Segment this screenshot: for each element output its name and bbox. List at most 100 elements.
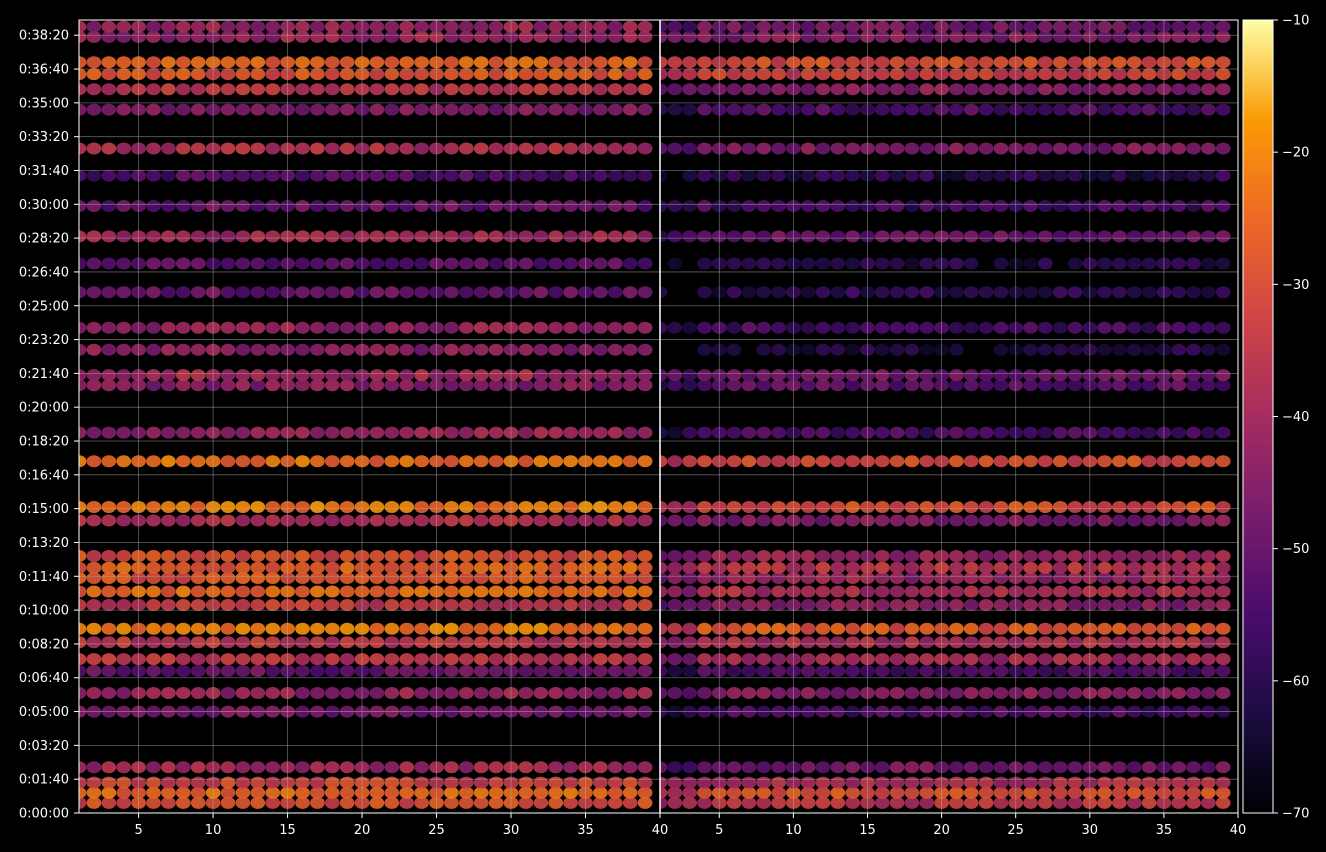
cell-right-b11-x8 bbox=[756, 585, 772, 598]
cell-right-b9-x27 bbox=[1037, 622, 1053, 635]
cell-right-b31-x39 bbox=[1215, 68, 1231, 81]
cell-left-b20-x16 bbox=[295, 369, 310, 382]
cell-left-b18-x6 bbox=[146, 426, 161, 439]
cell-left-b2-x26 bbox=[444, 776, 459, 789]
cell-left-b7-x37 bbox=[607, 653, 623, 666]
cell-left-b18-x24 bbox=[414, 426, 429, 439]
cell-right-b29-x37 bbox=[1186, 103, 1201, 116]
cell-left-b12-x32 bbox=[533, 572, 549, 584]
cell-left-b0-x9 bbox=[190, 796, 206, 809]
cell-right-b33-x22 bbox=[963, 30, 979, 43]
cell-left-b10-x31 bbox=[518, 599, 534, 611]
cell-right-b15-x14 bbox=[845, 514, 861, 527]
cell-right-b10-x19 bbox=[919, 599, 935, 611]
cell-right-b34-x14 bbox=[845, 20, 861, 33]
cell-right-b23-x7 bbox=[741, 286, 757, 299]
cell-right-b6-x39 bbox=[1215, 665, 1231, 677]
cell-left-b13-x34 bbox=[563, 561, 578, 574]
cell-left-b24-x6 bbox=[146, 257, 161, 270]
cell-left-b17-x1 bbox=[79, 455, 87, 468]
cell-left-b30-x16 bbox=[295, 83, 310, 96]
cell-left-b2-x28 bbox=[473, 776, 489, 789]
cell-right-b9-x3 bbox=[682, 622, 697, 635]
cell-left-b25-x4 bbox=[116, 230, 132, 243]
cell-left-b26-x13 bbox=[250, 200, 266, 212]
cell-right-b3-x12 bbox=[815, 761, 831, 774]
cell-right-b13-x22 bbox=[963, 561, 979, 574]
cell-right-b25-x1 bbox=[660, 230, 668, 243]
cell-right-b17-x27 bbox=[1037, 455, 1053, 468]
cell-right-b30-x12 bbox=[815, 83, 831, 96]
cell-right-b0-x18 bbox=[904, 796, 920, 809]
cell-right-b16-x3 bbox=[682, 501, 697, 513]
cell-left-b23-x37 bbox=[607, 286, 623, 299]
cell-right-b20-x23 bbox=[978, 369, 994, 382]
cell-right-b23-x14 bbox=[845, 286, 861, 299]
cell-right-b24-x7 bbox=[741, 257, 757, 270]
cell-left-b29-x3 bbox=[101, 103, 117, 116]
cell-left-b14-x28 bbox=[473, 550, 489, 562]
cell-left-b30-x12 bbox=[235, 83, 251, 96]
cell-left-b15-x27 bbox=[458, 514, 474, 527]
cell-right-b17-x23 bbox=[978, 455, 994, 468]
cell-left-b6-x39 bbox=[637, 665, 653, 677]
cell-right-b31-x34 bbox=[1141, 68, 1157, 81]
cell-left-b21-x37 bbox=[607, 343, 623, 356]
cell-right-b33-x32 bbox=[1112, 30, 1127, 43]
cell-left-b3-x16 bbox=[295, 761, 310, 774]
cell-left-b18-x39 bbox=[637, 426, 653, 439]
cell-left-b19-x9 bbox=[190, 379, 206, 392]
cell-left-b28-x11 bbox=[220, 142, 236, 155]
cell-right-b5-x23 bbox=[978, 687, 994, 699]
cell-right-b29-x38 bbox=[1201, 103, 1216, 116]
cell-left-b18-x2 bbox=[86, 426, 102, 439]
cell-right-b21-x12 bbox=[815, 343, 831, 356]
cell-right-b32-x14 bbox=[845, 56, 861, 69]
cell-left-b26-x22 bbox=[384, 200, 400, 212]
cell-left-b7-x26 bbox=[444, 653, 459, 666]
cell-left-b25-x7 bbox=[161, 230, 176, 243]
cell-left-b33-x8 bbox=[175, 30, 191, 43]
cell-right-b11-x18 bbox=[904, 585, 920, 598]
cell-right-b0-x16 bbox=[874, 796, 890, 809]
cell-left-b9-x38 bbox=[622, 622, 638, 635]
cell-left-b6-x28 bbox=[473, 665, 489, 677]
cell-right-b19-x23 bbox=[978, 379, 994, 392]
cell-left-b33-x26 bbox=[444, 30, 459, 43]
cell-right-b21-x29 bbox=[1067, 343, 1083, 356]
cell-left-b3-x3 bbox=[101, 761, 117, 774]
cell-right-b22-x7 bbox=[741, 321, 757, 334]
cell-left-b1-x12 bbox=[235, 786, 251, 799]
cell-right-b19-x24 bbox=[993, 379, 1009, 392]
cell-right-b30-x1 bbox=[660, 83, 668, 96]
cell-right-b2-x18 bbox=[904, 776, 920, 789]
cell-left-b25-x21 bbox=[369, 230, 385, 243]
cell-left-b24-x14 bbox=[265, 257, 281, 270]
cell-right-b14-x2 bbox=[667, 550, 683, 562]
cell-left-b14-x39 bbox=[637, 550, 653, 562]
cell-left-b12-x12 bbox=[235, 572, 251, 584]
cell-right-b19-x22 bbox=[963, 379, 979, 392]
cell-right-b29-x4 bbox=[697, 103, 712, 116]
cell-left-b9-x7 bbox=[161, 622, 176, 635]
cell-left-b18-x27 bbox=[458, 426, 474, 439]
cell-left-b15-x31 bbox=[518, 514, 534, 527]
cell-right-b24-x37 bbox=[1186, 257, 1201, 270]
cell-right-b10-x39 bbox=[1215, 599, 1231, 611]
cell-right-b24-x8 bbox=[756, 257, 772, 270]
cell-left-b34-x23 bbox=[399, 20, 415, 33]
cell-right-b30-x33 bbox=[1126, 83, 1142, 96]
cell-right-b19-x19 bbox=[919, 379, 935, 392]
colorbar bbox=[1242, 19, 1274, 814]
cell-right-b28-x14 bbox=[845, 142, 861, 155]
cell-right-b24-x18 bbox=[904, 257, 920, 270]
cell-right-b13-x37 bbox=[1186, 561, 1201, 574]
cell-right-b12-x16 bbox=[874, 572, 890, 584]
cell-left-b29-x32 bbox=[533, 103, 549, 116]
cell-left-b30-x38 bbox=[622, 83, 638, 96]
cell-right-b15-x8 bbox=[756, 514, 772, 527]
cell-left-b1-x29 bbox=[488, 786, 504, 799]
cell-right-b22-x16 bbox=[874, 321, 890, 334]
cell-right-b2-x29 bbox=[1067, 776, 1083, 789]
